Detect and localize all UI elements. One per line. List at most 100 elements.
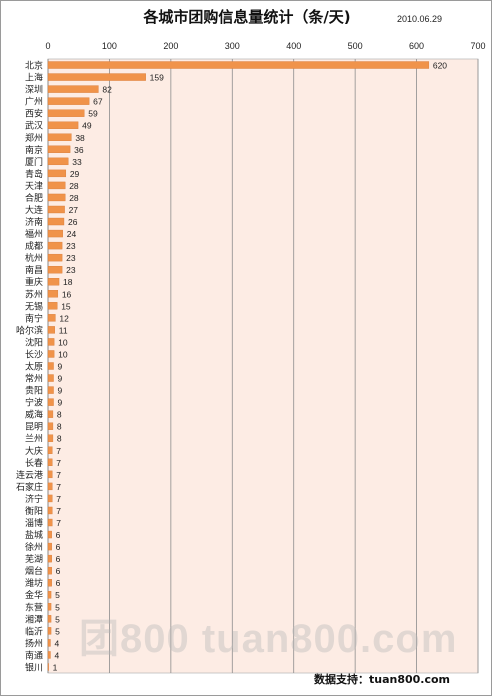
category-label: 潍坊 bbox=[25, 577, 43, 589]
bar bbox=[47, 470, 53, 479]
category-label: 长春 bbox=[25, 457, 43, 469]
bar bbox=[47, 362, 54, 370]
chart-title: 各城市团购信息量统计（条/天) bbox=[143, 8, 351, 26]
bar bbox=[47, 109, 85, 117]
category-label: 天津 bbox=[25, 181, 43, 192]
value-label: 5 bbox=[55, 626, 60, 636]
bar bbox=[47, 290, 59, 298]
bar bbox=[47, 145, 71, 153]
bar bbox=[47, 446, 53, 454]
value-label: 26 bbox=[68, 217, 78, 227]
bar bbox=[47, 410, 54, 418]
bar bbox=[47, 542, 52, 551]
bar bbox=[47, 422, 54, 430]
bar bbox=[47, 603, 52, 611]
category-label: 东营 bbox=[25, 601, 43, 613]
value-label: 7 bbox=[56, 518, 61, 528]
value-label: 59 bbox=[88, 109, 98, 119]
bar bbox=[47, 398, 54, 406]
data-support-label: 数据支持：tuan800.com bbox=[314, 673, 451, 686]
bar bbox=[47, 193, 66, 202]
value-label: 67 bbox=[93, 97, 103, 107]
bar bbox=[47, 97, 90, 105]
value-label: 8 bbox=[57, 422, 62, 432]
value-label: 18 bbox=[63, 277, 73, 287]
bar bbox=[47, 241, 63, 250]
bar bbox=[47, 169, 67, 178]
value-label: 23 bbox=[66, 253, 76, 263]
value-label: 16 bbox=[62, 289, 72, 299]
value-label: 1 bbox=[53, 662, 58, 672]
bar bbox=[47, 530, 52, 539]
category-label: 石家庄 bbox=[16, 481, 43, 493]
category-label: 重庆 bbox=[25, 276, 43, 288]
bar bbox=[47, 350, 55, 358]
category-label: 苏州 bbox=[25, 288, 43, 300]
category-label: 大连 bbox=[25, 204, 43, 216]
bar bbox=[47, 591, 52, 599]
category-label: 兰州 bbox=[25, 433, 43, 445]
bar bbox=[47, 278, 60, 286]
bar bbox=[47, 434, 54, 442]
value-label: 6 bbox=[56, 530, 61, 540]
category-label: 福州 bbox=[25, 228, 43, 240]
x-tick-label: 200 bbox=[163, 41, 178, 51]
bar bbox=[47, 579, 52, 587]
value-label: 7 bbox=[56, 446, 61, 456]
bar bbox=[47, 61, 430, 69]
value-label: 159 bbox=[150, 73, 164, 83]
value-label: 620 bbox=[433, 61, 447, 71]
bar bbox=[47, 157, 69, 166]
category-label: 南昌 bbox=[25, 264, 43, 276]
bar bbox=[47, 627, 52, 635]
category-label: 盐城 bbox=[25, 529, 43, 541]
value-label: 7 bbox=[56, 506, 61, 516]
category-label: 济宁 bbox=[25, 493, 43, 505]
bar bbox=[47, 265, 63, 274]
category-label: 深圳 bbox=[25, 85, 43, 96]
bar bbox=[47, 615, 52, 623]
chart-date: 2010.06.29 bbox=[397, 14, 443, 24]
category-label: 杭州 bbox=[25, 252, 43, 264]
category-label: 青岛 bbox=[25, 168, 43, 180]
value-label: 7 bbox=[56, 482, 61, 492]
category-label: 烟台 bbox=[25, 565, 43, 577]
bar bbox=[47, 326, 55, 334]
category-label: 南京 bbox=[25, 144, 43, 156]
bar bbox=[47, 181, 66, 190]
bar bbox=[47, 566, 52, 575]
value-label: 5 bbox=[55, 590, 60, 600]
bar bbox=[47, 217, 65, 226]
value-label: 4 bbox=[54, 650, 59, 660]
value-label: 5 bbox=[55, 614, 60, 624]
category-label: 临沂 bbox=[25, 625, 43, 637]
category-label: 沈阳 bbox=[25, 336, 43, 348]
category-label: 昆明 bbox=[25, 422, 43, 433]
plot-area bbox=[47, 58, 479, 674]
value-label: 9 bbox=[58, 362, 63, 372]
bar bbox=[47, 663, 49, 671]
value-label: 6 bbox=[56, 566, 61, 576]
category-label: 芜湖 bbox=[25, 553, 43, 565]
value-label: 23 bbox=[66, 265, 76, 275]
bar bbox=[47, 253, 63, 262]
value-label: 7 bbox=[56, 470, 61, 480]
value-label: 28 bbox=[69, 181, 79, 191]
value-label: 6 bbox=[56, 578, 61, 588]
bar bbox=[47, 482, 53, 491]
bar bbox=[47, 386, 54, 394]
bar bbox=[47, 121, 79, 129]
value-label: 7 bbox=[56, 494, 61, 504]
x-tick-label: 300 bbox=[225, 41, 240, 51]
category-label: 哈尔滨 bbox=[16, 324, 43, 336]
x-tick-label: 600 bbox=[409, 41, 424, 51]
bar bbox=[47, 518, 53, 527]
value-label: 9 bbox=[58, 386, 63, 396]
value-label: 9 bbox=[58, 398, 63, 408]
value-label: 7 bbox=[56, 458, 61, 468]
value-label: 27 bbox=[69, 205, 79, 215]
x-tick-label: 400 bbox=[286, 41, 301, 51]
bar bbox=[47, 651, 51, 659]
value-label: 49 bbox=[82, 121, 92, 131]
